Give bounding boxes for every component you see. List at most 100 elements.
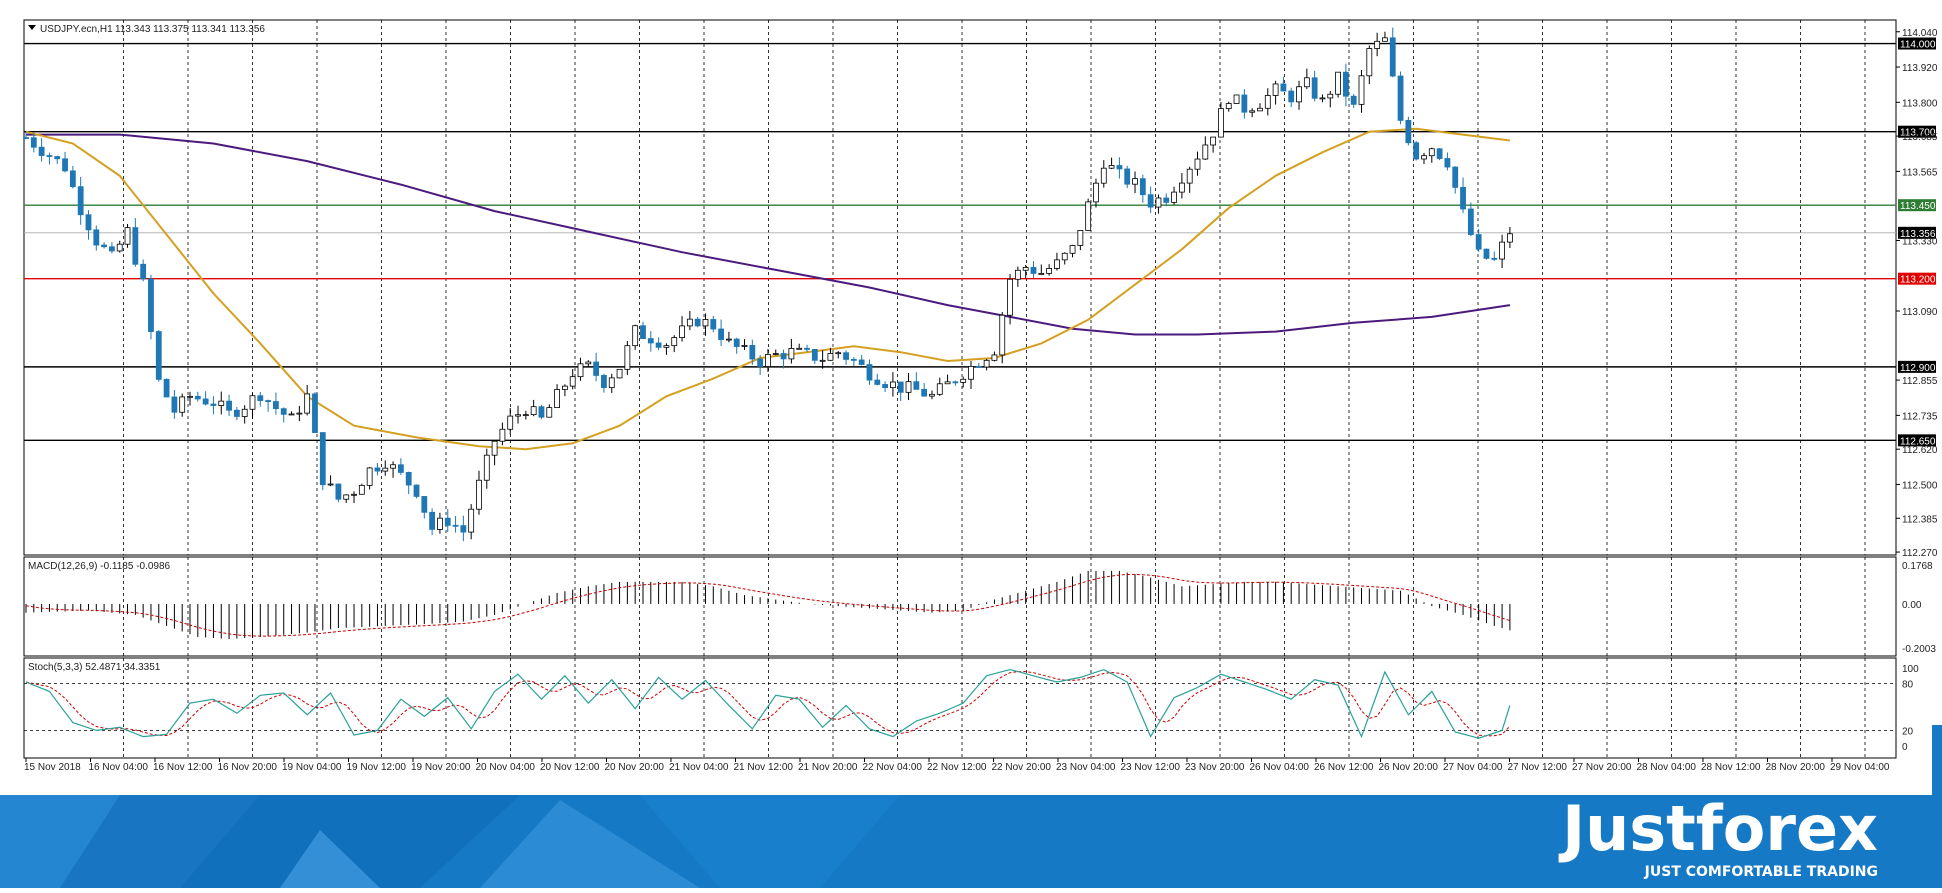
bear-candle [1147, 194, 1154, 208]
macd-histogram [25, 570, 1511, 640]
bear-candle [202, 398, 209, 405]
bull-candle [483, 454, 490, 481]
time-label: 28 Nov 04:00 [1637, 762, 1697, 773]
bull-candle [1194, 158, 1201, 170]
price-tick-label: 112.855 [1902, 376, 1938, 387]
bear-candle [757, 358, 764, 367]
bear-candle [1475, 234, 1482, 250]
price-tick-label: 113.920 [1902, 63, 1938, 74]
vertical-grid [123, 20, 1866, 758]
stoch-tick-label: 80 [1902, 680, 1914, 691]
bull-candle [702, 319, 709, 327]
bear-candle [413, 484, 420, 497]
bull-candle [819, 359, 826, 362]
bear-candle [460, 525, 467, 533]
bull-candle [1374, 40, 1381, 49]
bear-candle [843, 352, 849, 360]
time-label: 27 Nov 12:00 [1508, 762, 1568, 773]
bear-candle [101, 244, 107, 248]
time-axis: 15 Nov 2018 16 Nov 04:00 16 Nov 12:00 16 No… [24, 758, 1890, 773]
bull-candle [1421, 155, 1427, 160]
time-label: 27 Nov 04:00 [1443, 762, 1503, 773]
bull-candle [726, 338, 732, 341]
bear-candle [1124, 168, 1131, 185]
bear-candle [397, 464, 404, 473]
bull-candle [116, 243, 123, 252]
bear-candle [1163, 197, 1170, 203]
price-tick-label: 113.565 [1902, 167, 1938, 178]
price-level-tag [1898, 272, 1936, 285]
ohlc-values: 113.343 113.375 113.341 113.356 [115, 24, 265, 35]
bull-candle [1069, 245, 1076, 254]
bear-candle [405, 472, 412, 486]
bear-candle [1139, 178, 1146, 196]
bull-candle [1218, 108, 1224, 138]
bear-candle [23, 137, 29, 139]
time-label: 15 Nov 2018 [24, 762, 81, 773]
bear-candle [780, 353, 787, 360]
time-label: 19 Nov 04:00 [282, 762, 342, 773]
time-label: 16 Nov 04:00 [89, 762, 149, 773]
bear-candle [1116, 165, 1123, 170]
bear-candle [1342, 71, 1349, 97]
symbol-title: USDJPY.ecn,H1 [40, 24, 113, 35]
bear-candle [62, 158, 68, 172]
time-label: 26 Nov 04:00 [1250, 762, 1310, 773]
bear-candle [38, 146, 45, 156]
bull-candle [741, 344, 748, 347]
bear-candle [1460, 187, 1466, 210]
panel-frames [23, 19, 1897, 759]
bear-candle [233, 409, 240, 417]
bear-candle [655, 342, 662, 348]
time-label: 20 Nov 20:00 [605, 762, 665, 773]
price-tick-label: 112.270 [1902, 548, 1938, 559]
bull-candle [569, 376, 576, 387]
bull-candle [616, 368, 623, 379]
time-label: 28 Nov 12:00 [1701, 762, 1761, 773]
price-level-tag [1898, 125, 1936, 138]
main-title: USDJPY.ecn,H1 113.343 113.375 113.341 11… [28, 24, 265, 35]
bull-candle [905, 381, 912, 393]
bull-candle [546, 407, 553, 418]
time-label: 28 Nov 20:00 [1766, 762, 1826, 773]
bear-candle [882, 384, 888, 389]
bull-candle [991, 354, 998, 361]
macd-tick-label: 0.00 [1902, 600, 1922, 611]
time-label: 26 Nov 12:00 [1314, 762, 1374, 773]
bull-candle [1093, 182, 1099, 203]
time-label: 21 Nov 04:00 [669, 762, 729, 773]
bull-candle [1382, 37, 1388, 42]
macd-title: MACD(12,26,9) -0.1185 -0.0986 [28, 561, 171, 572]
bull-candle [624, 345, 631, 370]
bull-candle [585, 361, 592, 365]
bear-candle [975, 365, 982, 368]
bear-candle [811, 349, 818, 361]
bear-candle [155, 331, 162, 380]
bull-candle [1319, 97, 1326, 100]
bull-candle [561, 385, 568, 390]
bull-candle [1358, 75, 1365, 105]
bull-candle [554, 389, 560, 409]
bull-candle [1061, 252, 1068, 261]
bull-candle [187, 395, 193, 398]
bull-candle [936, 383, 943, 395]
bull-candle [944, 381, 951, 385]
bear-candle [273, 401, 279, 410]
bear-candle [1444, 158, 1451, 168]
bull-candle [1335, 71, 1341, 95]
price-tick-label: 113.090 [1902, 307, 1938, 318]
price-level-label: 113.356 [1900, 229, 1936, 240]
macd-panel-frame [23, 556, 1897, 657]
collapse-arrow-icon[interactable] [28, 25, 36, 30]
macd-tick-label: 0.1768 [1902, 561, 1933, 572]
bear-candle [1311, 77, 1318, 99]
bull-candle [960, 378, 967, 383]
bear-candle [77, 186, 84, 216]
bull-candle [515, 414, 521, 417]
footer-banner: Justforex JUST COMFORTABLE TRADING [0, 725, 1942, 888]
bull-candle [1038, 272, 1045, 275]
time-label: 23 Nov 20:00 [1185, 762, 1245, 773]
bear-candle [1413, 142, 1420, 160]
bear-candle [1241, 94, 1248, 113]
